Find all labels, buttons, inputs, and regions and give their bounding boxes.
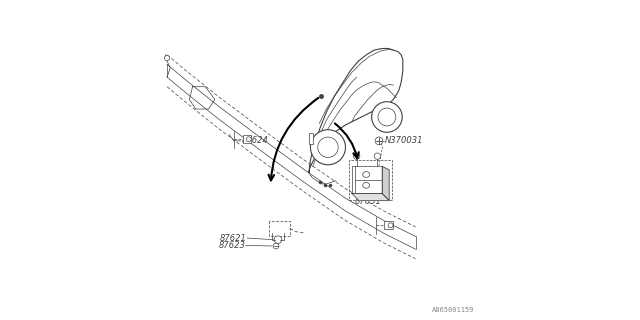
Circle shape: [378, 108, 396, 126]
Bar: [385, 221, 393, 229]
Text: 87621: 87621: [220, 234, 246, 243]
Text: 87631: 87631: [355, 197, 382, 206]
Circle shape: [375, 137, 383, 145]
Bar: [352, 166, 382, 194]
Circle shape: [372, 102, 402, 132]
Circle shape: [246, 137, 252, 142]
Bar: [243, 135, 251, 143]
Bar: [310, 133, 314, 144]
Circle shape: [353, 153, 360, 159]
Text: A865001159: A865001159: [432, 307, 474, 313]
Polygon shape: [352, 194, 389, 200]
Circle shape: [388, 223, 393, 228]
Circle shape: [274, 236, 282, 244]
Text: N370031: N370031: [385, 136, 423, 145]
Circle shape: [318, 137, 338, 157]
Text: 87623: 87623: [218, 241, 245, 250]
Bar: [349, 160, 392, 200]
Circle shape: [273, 243, 279, 249]
Circle shape: [164, 55, 170, 60]
Circle shape: [310, 130, 346, 165]
Polygon shape: [382, 166, 389, 200]
Text: 87624: 87624: [242, 136, 269, 145]
Circle shape: [374, 153, 381, 159]
